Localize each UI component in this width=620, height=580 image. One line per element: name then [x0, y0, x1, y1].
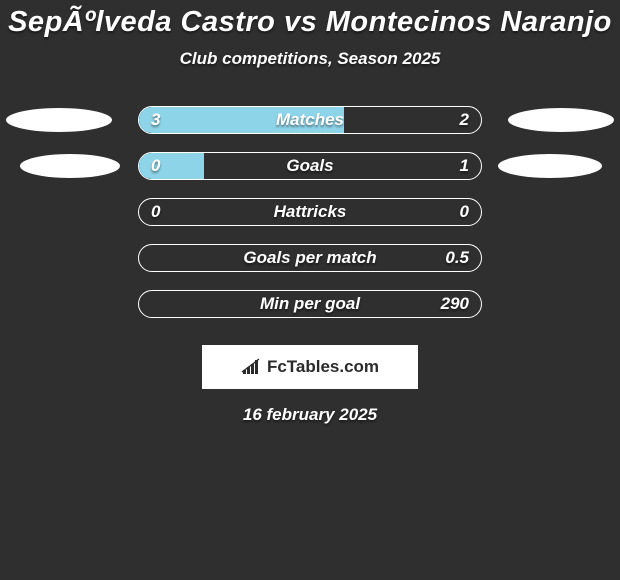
stat-value-right: 2 [448, 107, 481, 133]
stat-row: Goals per match0.5 [0, 235, 620, 281]
date-text: 16 february 2025 [0, 405, 620, 425]
stat-value-left: 0 [139, 199, 172, 225]
stat-value-left: 0 [139, 153, 172, 179]
barchart-icon [241, 358, 261, 376]
stat-row: Min per goal290 [0, 281, 620, 327]
stat-row: Goals0 1 [0, 143, 620, 189]
player-ellipse-left [20, 154, 120, 178]
player-ellipse-left [6, 108, 112, 132]
stat-row: Matches3 2 [0, 97, 620, 143]
stat-label: Goals [139, 153, 481, 179]
stat-label: Hattricks [139, 199, 481, 225]
stat-value-left: 3 [139, 107, 172, 133]
page-title: SepÃºlveda Castro vs Montecinos Naranjo [0, 0, 620, 39]
stat-label: Matches [139, 107, 481, 133]
stat-bar: Min per goal290 [138, 290, 482, 318]
player-ellipse-right [498, 154, 602, 178]
stat-bar: Goals0 1 [138, 152, 482, 180]
stat-value-right: 290 [429, 291, 481, 317]
player-ellipse-right [508, 108, 614, 132]
stat-bar: Matches3 2 [138, 106, 482, 134]
branding-box: FcTables.com [202, 345, 418, 389]
subtitle: Club competitions, Season 2025 [0, 49, 620, 69]
stat-bar: Hattricks0 0 [138, 198, 482, 226]
branding-text: FcTables.com [267, 357, 379, 377]
stat-row: Hattricks0 0 [0, 189, 620, 235]
stat-value-right: 0 [448, 199, 481, 225]
stat-label: Goals per match [139, 245, 481, 271]
stat-bar: Goals per match0.5 [138, 244, 482, 272]
stats-rows: Matches32Goals01Hattricks00Goals per mat… [0, 97, 620, 327]
stat-value-right: 1 [448, 153, 481, 179]
stat-value-right: 0.5 [433, 245, 481, 271]
